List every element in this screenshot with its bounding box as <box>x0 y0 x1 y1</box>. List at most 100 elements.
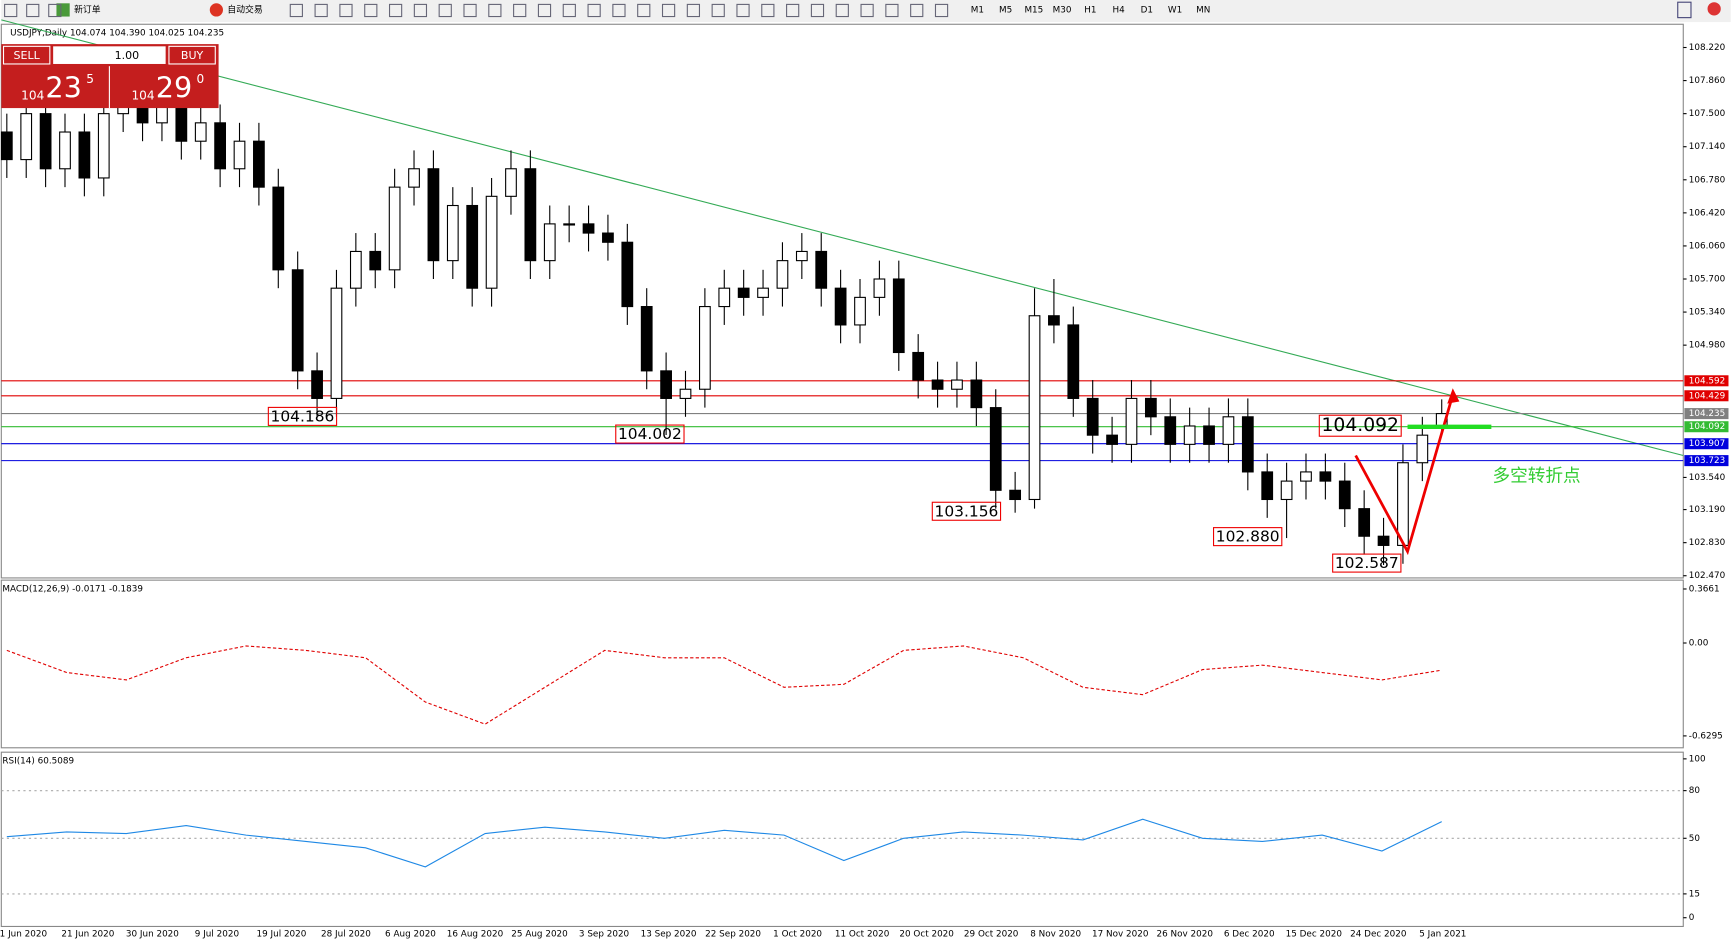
x-tick-label: 1 Oct 2020 <box>773 930 822 940</box>
new-order-icon[interactable] <box>56 3 70 17</box>
candle-body <box>718 287 731 308</box>
timeframe[interactable]: H4 <box>1112 5 1125 15</box>
candle-body <box>1397 462 1409 546</box>
tool-icon[interactable] <box>910 3 924 18</box>
tool-icon[interactable] <box>463 3 477 18</box>
tool-icon[interactable] <box>637 3 651 18</box>
timeframe[interactable]: H1 <box>1084 5 1096 15</box>
buy-button[interactable] <box>168 45 216 65</box>
timeframe[interactable]: MN <box>1196 5 1210 15</box>
sell-pips[interactable]: 23 <box>45 70 81 104</box>
candle-body <box>1086 397 1099 436</box>
tool-icon[interactable] <box>786 3 800 18</box>
tool-icon[interactable] <box>364 3 378 18</box>
tool-icon[interactable] <box>562 3 576 18</box>
candle-body <box>776 260 789 289</box>
tool-icon[interactable] <box>810 3 825 18</box>
tool-icon[interactable] <box>885 3 899 18</box>
timeframe[interactable]: D1 <box>1141 5 1153 15</box>
tool-icon[interactable] <box>736 3 750 18</box>
tool-icon[interactable] <box>661 3 676 18</box>
candle-body <box>1241 416 1254 473</box>
tool-icon[interactable] <box>711 3 725 18</box>
candle-body <box>311 370 323 399</box>
x-tick-label: 3 Sep 2020 <box>579 930 630 940</box>
annotation: 103.156 <box>935 502 999 520</box>
tool-icon[interactable] <box>860 3 874 18</box>
buy-frac[interactable]: 0 <box>197 72 205 86</box>
sell-big[interactable]: 104 <box>21 88 44 102</box>
annotation-box <box>1332 553 1402 573</box>
tool-icon[interactable] <box>26 3 40 18</box>
timeframe[interactable]: M1 <box>971 5 984 15</box>
candle-body <box>931 379 944 390</box>
buy-pips[interactable]: 29 <box>156 70 192 104</box>
x-tick-label: 30 Jun 2020 <box>126 930 179 940</box>
candle-body <box>214 122 227 170</box>
tool-icon[interactable] <box>761 3 775 18</box>
tool-icon[interactable] <box>587 3 601 18</box>
buy-big[interactable]: 104 <box>131 88 154 102</box>
candle-body <box>59 131 71 170</box>
auto-trading-label[interactable]: 自动交易 <box>227 3 262 15</box>
candle-body <box>524 168 537 262</box>
lot-input[interactable] <box>53 46 166 64</box>
x-tick-label: 13 Sep 2020 <box>641 930 697 940</box>
candle-body <box>912 351 925 381</box>
buy-label[interactable]: BUY <box>181 49 204 62</box>
candle-body <box>602 232 614 243</box>
auto-trading-icon[interactable] <box>209 3 223 17</box>
timeframe[interactable]: M15 <box>1024 5 1043 15</box>
x-tick-label: 22 Sep 2020 <box>705 930 761 940</box>
tool-icon[interactable] <box>513 3 527 18</box>
candle-body <box>349 250 362 289</box>
sell-frac[interactable]: 5 <box>86 72 94 86</box>
macd-chart: 0.3661 0.00 -0.6295 MACD(12,26,9) -0.0171 -… <box>2 584 1722 741</box>
y-tick-label: 105.340 <box>1689 308 1726 318</box>
candle-body <box>1222 416 1235 445</box>
tool-icon[interactable] <box>612 3 626 18</box>
toolbar-buttons: 新订单 自动交易 M1 M5 M15 M30 H1 H4 D1 W1 MN <box>4 1 1721 19</box>
x-tick-label: 6 Aug 2020 <box>385 930 436 940</box>
tool-icon[interactable] <box>537 3 552 18</box>
notify[interactable] <box>1707 2 1721 16</box>
tool-icon[interactable] <box>835 3 849 18</box>
candle-body <box>1377 535 1390 546</box>
timeframe[interactable]: M5 <box>999 5 1012 15</box>
x-tick-label: 29 Oct 2020 <box>964 930 1019 940</box>
candle-body <box>1300 471 1312 482</box>
tool-icon[interactable] <box>413 3 428 18</box>
tool-icon[interactable] <box>339 3 353 18</box>
annotation-box <box>1212 527 1283 547</box>
annotation-box <box>1318 414 1402 437</box>
x-tick-label: 1 Jun 2020 <box>0 930 47 940</box>
tool-icon[interactable] <box>438 3 452 18</box>
lot-value[interactable]: 1.00 <box>115 49 140 62</box>
candle-body <box>485 195 498 289</box>
level-tag <box>1684 455 1729 467</box>
tool-icon[interactable] <box>488 3 502 18</box>
one-click-panel: SELL 1.00 BUY 104 23 5 104 29 0 <box>1 44 219 109</box>
candle-body <box>291 269 304 372</box>
sell-button[interactable] <box>2 45 51 65</box>
tool-icon[interactable] <box>4 3 18 18</box>
tool-icon[interactable] <box>48 3 62 18</box>
candle-body <box>1048 315 1060 326</box>
timeframe[interactable]: W1 <box>1168 5 1182 15</box>
level-label: 104.592 <box>1689 376 1725 386</box>
candle-body <box>330 287 343 399</box>
tool-icon[interactable] <box>686 3 701 18</box>
sell-label[interactable]: SELL <box>14 49 41 62</box>
candle-body <box>543 223 556 262</box>
search[interactable] <box>1677 1 1692 19</box>
timeframe[interactable]: M30 <box>1053 5 1072 15</box>
tool-icon[interactable] <box>314 3 328 18</box>
tool-icon[interactable] <box>388 3 403 18</box>
x-tick-label: 21 Jun 2020 <box>61 930 114 940</box>
candle-body <box>20 113 33 161</box>
tool-icon[interactable] <box>934 3 949 18</box>
candle-body <box>505 168 517 197</box>
tool-icon[interactable] <box>289 3 303 18</box>
new-order-label[interactable]: 新订单 <box>74 3 101 15</box>
